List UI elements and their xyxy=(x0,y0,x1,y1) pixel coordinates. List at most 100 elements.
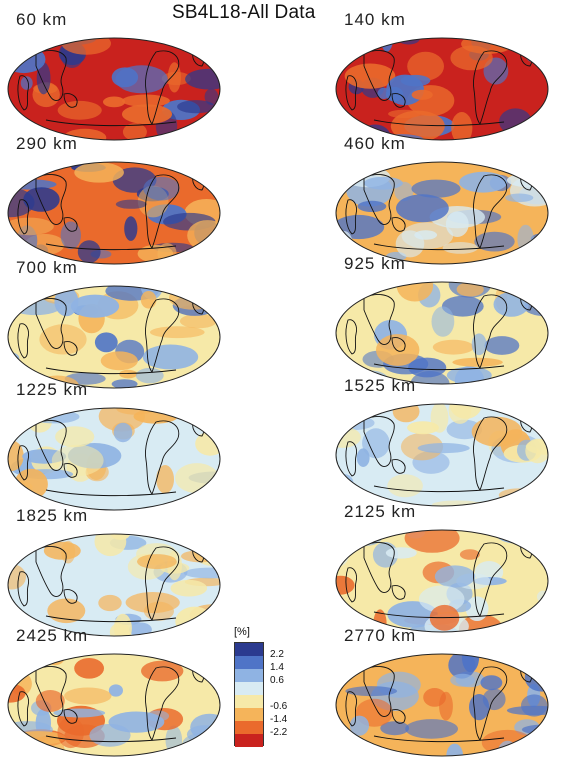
coastline xyxy=(391,337,406,352)
map-panel-290km: 290 km xyxy=(6,134,266,265)
anomaly-patch xyxy=(474,231,515,252)
anomaly-patch xyxy=(396,282,434,302)
map-panel-700km: 700 km xyxy=(6,258,266,389)
colorbar-tick: -0.6 xyxy=(270,701,288,712)
depth-label: 2425 km xyxy=(16,626,89,645)
coastline xyxy=(363,542,395,593)
anomaly-patch xyxy=(35,690,65,712)
map-outline xyxy=(7,37,221,141)
anomaly-patch xyxy=(442,242,478,254)
depth-label: 460 km xyxy=(344,134,406,153)
coastline xyxy=(145,546,180,621)
anomaly-patch xyxy=(185,68,220,90)
coastline xyxy=(345,691,357,727)
map-panel-140km: 140 km xyxy=(334,10,565,141)
map-panel-2125km: 2125 km xyxy=(334,502,565,633)
anomaly-patch xyxy=(45,654,65,666)
anomaly-patch xyxy=(376,334,420,366)
anomaly-patch xyxy=(506,705,548,716)
coastline xyxy=(17,323,29,359)
anomaly-patch xyxy=(496,162,533,170)
anomaly-patch xyxy=(137,554,177,570)
anomaly-patch xyxy=(448,404,472,424)
anomaly-patch xyxy=(156,465,175,494)
anomaly-patch xyxy=(100,351,138,371)
colorbar-tick: 1.4 xyxy=(270,662,284,673)
coastline xyxy=(63,341,78,356)
anomaly-patch xyxy=(411,89,433,100)
depth-label: 2770 km xyxy=(344,626,417,645)
coastline xyxy=(345,319,357,355)
depth-label: 2125 km xyxy=(344,502,417,521)
coastline xyxy=(45,735,177,743)
colorbar-tick: 0.6 xyxy=(270,675,284,686)
anomaly-patch xyxy=(115,65,168,94)
depth-label: 290 km xyxy=(16,134,78,153)
coastline xyxy=(17,445,29,481)
coastline xyxy=(391,459,406,474)
mollweide-map xyxy=(335,281,549,385)
coastline xyxy=(373,485,505,493)
mollweide-map xyxy=(335,403,549,507)
map-panel-2425km: 2425 km xyxy=(6,626,266,757)
anomaly-patch xyxy=(459,549,480,560)
coastline xyxy=(35,50,67,101)
coastline xyxy=(391,585,406,600)
coastline xyxy=(35,298,67,349)
mollweide-map xyxy=(7,407,221,511)
map-panel-1225km: 1225 km xyxy=(6,380,266,511)
anomaly-patch xyxy=(53,708,106,718)
anomaly-patch xyxy=(103,96,126,108)
depth-label: 140 km xyxy=(344,10,406,29)
coastline xyxy=(45,489,177,497)
anomaly-patch xyxy=(344,63,396,89)
coastline xyxy=(145,420,180,495)
map-outline xyxy=(335,37,549,141)
coastline xyxy=(345,199,357,235)
mollweide-map xyxy=(7,37,221,141)
mollweide-map xyxy=(335,37,549,141)
anomaly-patch xyxy=(113,422,133,443)
coastline xyxy=(145,666,180,741)
map-outline xyxy=(335,403,549,507)
anomaly-patch xyxy=(191,38,220,50)
colorbar-swatch xyxy=(235,643,263,656)
anomaly-patch xyxy=(523,530,539,542)
coastline xyxy=(363,294,395,345)
anomaly-patch xyxy=(454,366,485,384)
coastline xyxy=(345,75,357,111)
coastline xyxy=(473,416,508,491)
coastline xyxy=(63,217,78,232)
anomaly-patch xyxy=(89,723,131,747)
anomaly-patch xyxy=(363,176,403,190)
coastline xyxy=(373,735,505,743)
coastline xyxy=(473,542,508,617)
mollweide-map xyxy=(7,533,221,637)
colorbar-swatch xyxy=(235,708,263,721)
anomaly-patch xyxy=(456,282,484,297)
anomaly-patch xyxy=(124,216,138,241)
anomaly-patch xyxy=(94,332,118,353)
anomaly-patch xyxy=(471,416,523,447)
coastline xyxy=(391,93,406,108)
anomaly-patch xyxy=(74,658,104,679)
coastline xyxy=(363,174,395,225)
anomaly-patch xyxy=(461,654,480,673)
anomaly-patch xyxy=(432,500,483,506)
anomaly-patch xyxy=(336,413,344,438)
anomaly-patch xyxy=(143,176,180,201)
colorbar-unit: [%] xyxy=(234,626,250,638)
mollweide-map xyxy=(335,161,549,265)
coastline xyxy=(17,75,29,111)
map-panel-1825km: 1825 km xyxy=(6,506,266,637)
depth-label: 925 km xyxy=(344,254,406,273)
anomaly-patch xyxy=(349,715,369,736)
anomaly-patch xyxy=(140,291,157,309)
anomaly-patch xyxy=(177,100,216,114)
anomaly-patch xyxy=(418,585,465,613)
coastline xyxy=(17,691,29,727)
anomaly-patch xyxy=(150,326,205,339)
map-panel-925km: 925 km xyxy=(334,254,565,385)
anomaly-patch xyxy=(345,686,397,697)
anomaly-patch xyxy=(8,217,54,236)
